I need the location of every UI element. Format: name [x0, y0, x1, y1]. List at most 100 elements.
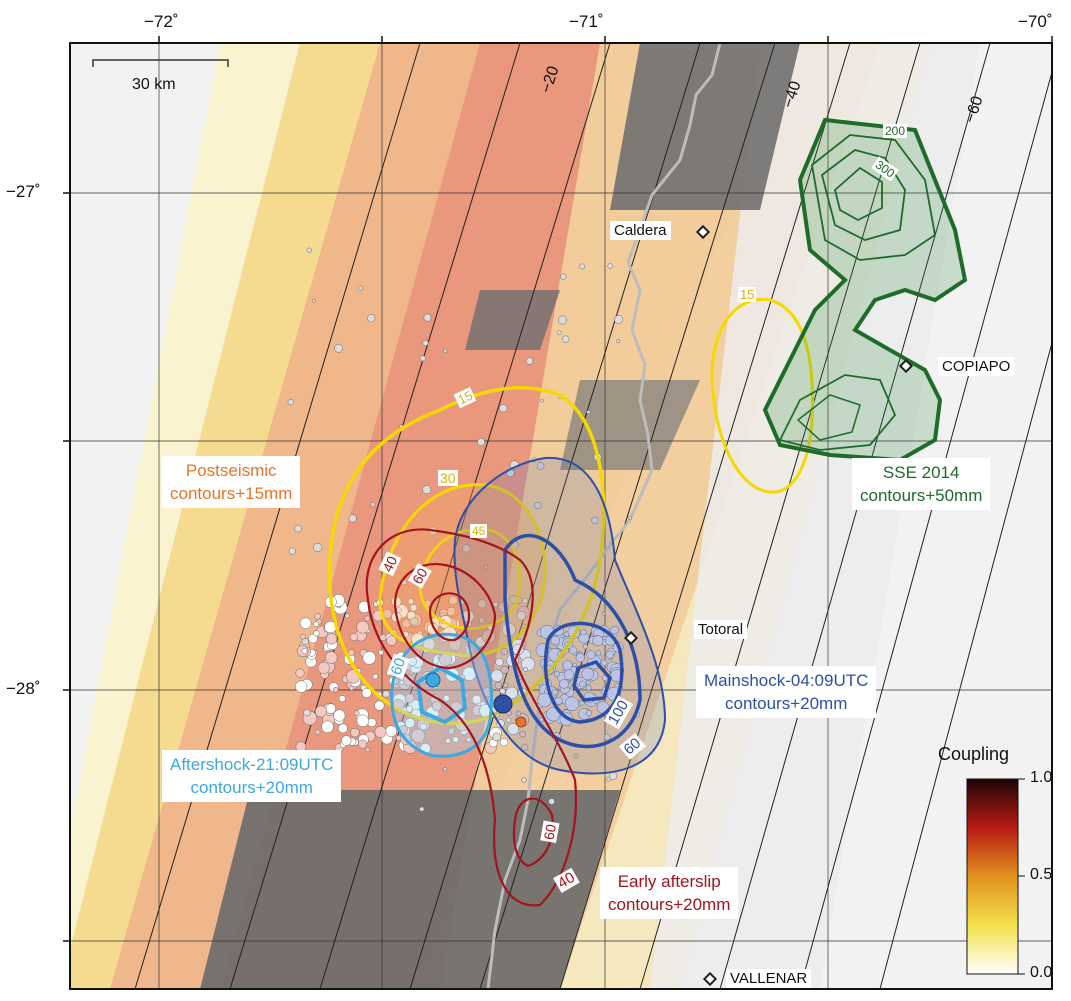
city-marker-copiapo — [898, 358, 914, 374]
earthquake-marker — [605, 776, 611, 782]
earthquake-marker — [522, 598, 528, 604]
sse-contour-label: 200 — [883, 124, 908, 138]
earthquake-marker — [586, 650, 596, 660]
coastline — [486, 43, 722, 989]
earthquake-marker — [550, 635, 560, 646]
coupling-band-inland — [650, 43, 980, 989]
earthquake-marker — [315, 729, 321, 735]
earthquake-marker — [287, 399, 294, 406]
earthquake-marker — [419, 723, 427, 731]
earthquake-marker — [348, 685, 354, 691]
earthquake-marker — [521, 743, 529, 752]
earthquake-marker — [601, 659, 608, 666]
earthquake-marker — [579, 680, 586, 688]
earthquake-marker — [313, 630, 320, 637]
earthquake-marker — [585, 709, 593, 717]
earthquake-marker — [628, 515, 633, 520]
sse-legend: SSE 2014 contours+50mm — [852, 458, 991, 510]
earthquake-marker — [556, 330, 562, 336]
earthquake-marker — [402, 674, 415, 686]
mainshock-legend-subtitle: contours+20mm — [725, 694, 848, 713]
earthquake-marker — [495, 657, 504, 667]
earthquake-marker — [422, 485, 432, 495]
afterslip-legend-subtitle: contours+20mm — [608, 895, 731, 914]
earthquake-marker — [585, 680, 591, 686]
earthquake-marker — [466, 737, 472, 743]
earthquake-marker — [601, 675, 608, 682]
earthquake-marker — [313, 621, 319, 627]
afterslip-legend: Early afterslip contours+20mm — [600, 867, 739, 919]
earthquake-marker — [595, 650, 602, 656]
earthquake-marker — [325, 703, 336, 714]
aftershock-contours — [390, 632, 493, 758]
earthquake-marker — [344, 613, 350, 619]
earthquake-marker — [448, 595, 458, 606]
aftershock-legend-subtitle: contours+20mm — [190, 778, 313, 797]
earthquake-marker — [411, 728, 426, 743]
locked-patch — [465, 290, 560, 350]
earthquake-marker — [423, 313, 432, 322]
earthquake-marker — [308, 633, 318, 644]
earthquake-marker — [354, 710, 360, 716]
earthquake-marker — [499, 688, 506, 695]
postseismic-legend: Postseismic contours+15mm — [162, 456, 301, 508]
earthquake-marker — [575, 653, 585, 663]
earthquake-marker — [374, 726, 387, 738]
earthquake-marker — [332, 686, 339, 693]
earthquake-marker — [443, 348, 448, 354]
city-marker-vallenar — [702, 971, 718, 987]
earthquake-marker — [563, 669, 575, 680]
earthquake-marker — [525, 357, 534, 365]
city-markers — [623, 224, 914, 987]
earthquake-marker — [557, 315, 567, 325]
earthquake-marker — [385, 725, 398, 738]
earthquake-marker — [560, 273, 567, 280]
earthquake-marker — [447, 727, 455, 735]
earthquake-marker — [519, 730, 527, 738]
earthquake-marker — [311, 298, 316, 303]
earthquake-marker — [431, 701, 443, 712]
earthquake-marker — [334, 343, 343, 353]
earthquake-marker — [559, 679, 569, 689]
slab-contours — [134, 43, 1052, 989]
earthquake-marker — [586, 410, 591, 415]
earthquake-marker — [333, 709, 346, 722]
earthquake-marker — [445, 738, 451, 744]
scale-bar-label: 30 km — [132, 76, 176, 93]
earthquake-marker — [419, 355, 426, 362]
postseismic-contour-label: 45 — [470, 524, 488, 538]
earthquake-marker — [534, 501, 542, 509]
locked-patch-north — [610, 43, 800, 210]
earthquake-marker — [321, 720, 334, 734]
mainshock-epicenter — [493, 694, 513, 714]
map-area — [70, 43, 1052, 989]
earthquake-marker — [356, 714, 370, 728]
earthquake-marker — [288, 547, 296, 555]
map-frame — [69, 42, 1053, 990]
colorbar-tick-label: 1.0 — [1030, 769, 1053, 786]
earthquake-marker — [585, 685, 592, 691]
city-label-caldera: Caldera — [610, 221, 671, 240]
lat-label: −27˚ — [6, 182, 41, 201]
earthquake-marker — [605, 650, 614, 659]
earthquake-marker — [568, 646, 577, 655]
earthquake-marker — [614, 315, 623, 324]
earthquake-marker — [313, 542, 323, 552]
earthquake-marker — [499, 404, 508, 413]
colorbar-tick-label: 0.5 — [1030, 866, 1053, 883]
earthquake-marker — [515, 710, 522, 717]
mainshock-legend: Mainshock-04:09UTC contours+20mm — [696, 666, 877, 718]
aftershock-legend: Aftershock-21:09UTC contours+20mm — [162, 750, 342, 802]
earthquake-marker — [507, 723, 520, 736]
city-label-vallenar: VALLENAR — [726, 969, 812, 988]
earthquake-marker — [419, 806, 425, 812]
afterslip-contour-label: 60 — [540, 820, 560, 844]
earthquake-marker — [553, 671, 560, 678]
scale-bar — [92, 59, 229, 67]
earthquake-marker — [478, 617, 485, 624]
earthquake-marker — [303, 709, 311, 717]
earthquake-marker — [505, 717, 512, 723]
earthquake-marker — [452, 736, 459, 743]
earthquake-marker — [573, 753, 579, 758]
